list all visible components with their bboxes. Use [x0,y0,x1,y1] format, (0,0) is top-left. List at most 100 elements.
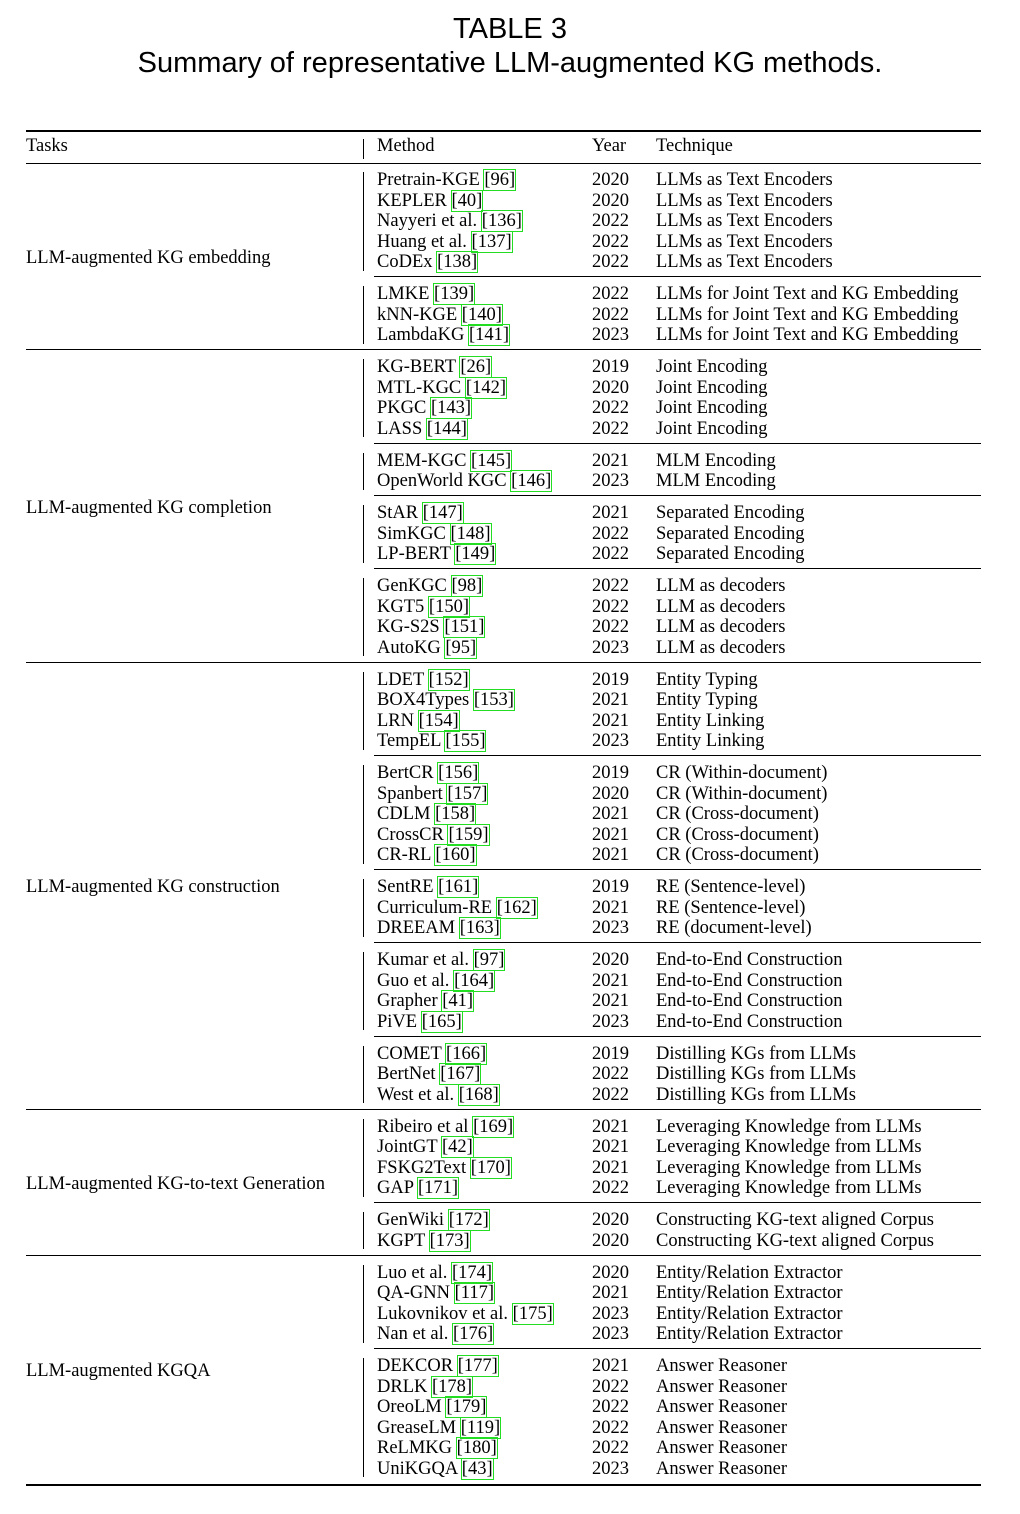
method-name: OpenWorld KGC [377,471,507,491]
citation-link[interactable]: [178] [430,1375,474,1398]
citation-link[interactable]: [156] [437,762,480,784]
citation-link[interactable]: [168] [457,1083,500,1106]
citation-link[interactable]: [139] [433,283,476,305]
method-cell: GreaseLM [119] [377,1416,502,1439]
citation-link[interactable]: [154] [417,709,460,732]
citation-link[interactable]: [161] [437,876,480,898]
citation-link[interactable]: [158] [434,803,477,825]
citation-link[interactable]: [41] [441,990,475,1012]
citation-link[interactable]: [140] [460,303,503,326]
citation-link[interactable]: [26] [459,356,493,378]
technique-cell: Distilling KGs from LLMs [656,1043,856,1064]
year-cell: 2021 [592,690,629,710]
citation-link[interactable]: [137] [470,230,513,253]
method-cell: BertCR [156] [377,762,480,784]
year-cell: 2023 [592,325,629,345]
method-name: Pretrain-KGE [377,170,480,190]
citation-link[interactable]: [98] [450,575,484,597]
citation-link[interactable]: [149] [454,543,497,565]
method-name: Lukovnikov et al. [377,1303,509,1324]
citation-link[interactable]: [170] [469,1156,512,1179]
citation-link[interactable]: [172] [447,1209,490,1231]
method-cell: LRN [154] [377,709,460,732]
citation-link[interactable]: [175] [511,1302,554,1325]
year-cell: 2022 [592,284,629,304]
method-cell: MEM-KGC [145] [377,449,513,472]
method-cell: KEPLER [40] [377,189,484,212]
year-cell: 2021 [592,1157,629,1178]
citation-link[interactable]: [95] [444,636,478,659]
citation-link[interactable]: [144] [425,417,468,440]
citation-link[interactable]: [147] [421,502,464,524]
method-cell: ReLMKG [180] [377,1437,498,1459]
citation-link[interactable]: [180] [455,1437,498,1459]
year-cell: 2022 [592,1178,629,1198]
method-cell: LMKE [139] [377,283,476,305]
citation-link[interactable]: [177] [456,1355,499,1377]
citation-link[interactable]: [96] [483,169,517,191]
citation-link[interactable]: [164] [453,969,496,992]
citation-link[interactable]: [43] [460,1457,494,1480]
citation-link[interactable]: [148] [449,522,492,545]
citation-link[interactable]: [163] [458,917,501,939]
citation-link[interactable]: [150] [427,595,470,618]
citation-link[interactable]: [138] [436,251,479,273]
citation-link[interactable]: [142] [464,376,507,399]
method-name: SimKGC [377,523,446,544]
citation-link[interactable]: [152] [427,668,470,691]
year-cell: 2020 [592,190,629,211]
method-name: GenWiki [377,1210,445,1230]
method-cell: PiVE [165] [377,1010,463,1033]
citation-link[interactable]: [153] [472,689,515,711]
method-name: BertNet [377,1064,436,1084]
year-cell: 2023 [592,1324,629,1344]
method-name: Kumar et al. [377,950,469,970]
method-cell: Luo et al. [174] [377,1261,494,1284]
technique-cell: MLM Encoding [656,450,776,471]
year-cell: 2019 [592,763,629,783]
table-top-rule [26,130,981,132]
year-cell: 2022 [592,617,629,637]
technique-cell: Answer Reasoner [656,1397,787,1417]
citation-link[interactable]: [173] [428,1229,471,1252]
method-name: FSKG2Text [377,1157,467,1178]
citation-link[interactable]: [136] [480,210,523,232]
method-name: KGT5 [377,596,425,617]
year-cell: 2020 [592,950,629,970]
column-separator [363,879,364,937]
citation-link[interactable]: [143] [429,397,473,419]
citation-link[interactable]: [117] [453,1282,495,1304]
method-name: StAR [377,503,419,523]
method-cell: DREEAM [163] [377,917,501,939]
citation-link[interactable]: [155] [444,730,487,752]
citation-link[interactable]: [166] [445,1042,488,1065]
citation-link[interactable]: [160] [434,844,477,866]
citation-link[interactable]: [159] [447,823,490,846]
citation-link[interactable]: [40] [450,189,484,212]
method-name: MEM-KGC [377,450,467,471]
task-divider [26,1108,981,1110]
subgroup-rule [374,1035,981,1037]
method-cell: QA-GNN [117] [377,1282,495,1304]
citation-link[interactable]: [174] [451,1261,494,1284]
citation-link[interactable]: [165] [420,1010,463,1033]
citation-link[interactable]: [145] [470,449,513,472]
citation-link[interactable]: [171] [416,1177,460,1199]
citation-link[interactable]: [157] [446,782,489,805]
citation-link[interactable]: [97] [472,949,506,971]
column-separator [363,452,364,490]
citation-link[interactable]: [167] [439,1063,482,1085]
year-cell: 2019 [592,877,629,897]
citation-link[interactable]: [176] [452,1323,495,1345]
citation-link[interactable]: [119] [459,1416,502,1439]
citation-link[interactable]: [151] [443,616,486,638]
citation-link[interactable]: [146] [510,470,553,492]
citation-link[interactable]: [162] [495,896,538,919]
subgroup-rule [374,276,981,277]
citation-link[interactable]: [42] [440,1136,474,1158]
year-cell: 2023 [592,1011,629,1032]
citation-link[interactable]: [179] [445,1396,488,1418]
citation-link[interactable]: [141] [467,324,511,346]
column-separator [363,172,364,271]
citation-link[interactable]: [169] [472,1115,515,1138]
